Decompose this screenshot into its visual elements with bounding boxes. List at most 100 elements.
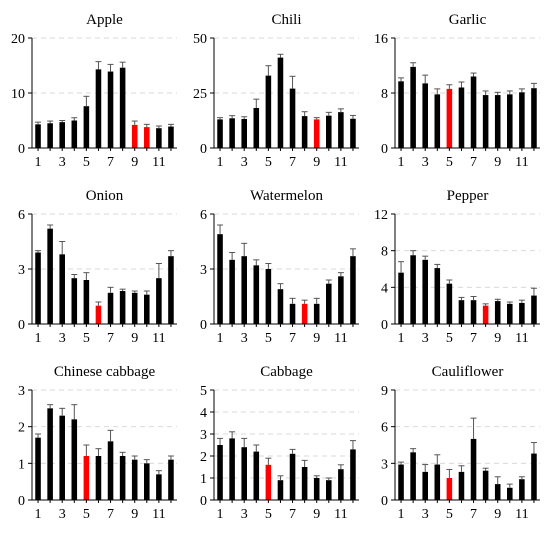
chart-title: Garlic: [449, 12, 487, 28]
bar: [446, 478, 453, 500]
y-tick-label: 3: [18, 384, 25, 399]
bar: [83, 106, 90, 148]
bar: [168, 256, 174, 324]
x-tick-label: 5: [446, 507, 453, 522]
x-tick-label: 7: [289, 155, 296, 170]
bar: [470, 76, 477, 148]
bar: [434, 268, 441, 324]
bar: [107, 292, 114, 324]
bar: [229, 259, 235, 324]
bar: [446, 88, 453, 148]
chart-panel: Onion 0 3 6 1 3 5 7 9 11: [18, 188, 177, 346]
bar: [119, 456, 126, 500]
x-tick-label: 3: [241, 155, 248, 170]
bar: [494, 95, 501, 148]
bar: [277, 289, 284, 324]
x-tick-label: 9: [313, 507, 320, 522]
x-tick-label: 1: [398, 507, 405, 522]
x-tick-label: 3: [241, 331, 248, 346]
bar: [519, 92, 525, 148]
x-tick-label: 11: [515, 331, 528, 346]
x-tick-label: 5: [83, 507, 90, 522]
x-tick-label: 5: [265, 331, 272, 346]
bar: [253, 265, 260, 324]
y-tick-label: 20: [11, 32, 25, 47]
bar: [531, 453, 537, 500]
bar: [241, 118, 247, 148]
bar: [301, 116, 308, 148]
x-tick-label: 5: [83, 155, 90, 170]
bar: [531, 295, 537, 324]
y-tick-label: 0: [381, 318, 388, 333]
y-tick-label: 12: [374, 208, 388, 223]
bar: [47, 123, 53, 148]
x-tick-label: 7: [107, 507, 114, 522]
bar: [398, 464, 404, 500]
bar: [217, 234, 223, 324]
bar: [507, 487, 513, 500]
bar: [265, 75, 272, 148]
y-tick-label: 9: [381, 384, 388, 399]
x-tick-label: 5: [446, 155, 453, 170]
bar: [313, 119, 320, 148]
bar: [265, 464, 272, 500]
bar: [95, 305, 102, 324]
x-tick-label: 5: [83, 331, 90, 346]
bar: [119, 291, 126, 324]
x-tick-label: 9: [494, 507, 501, 522]
bar: [338, 276, 344, 324]
bar: [313, 303, 320, 324]
bar: [301, 303, 308, 324]
x-tick-label: 7: [470, 507, 477, 522]
bar: [350, 118, 356, 148]
bar: [434, 94, 441, 148]
x-tick-label: 1: [217, 331, 224, 346]
bar: [326, 115, 332, 148]
bar: [277, 480, 284, 500]
x-tick-label: 9: [131, 331, 138, 346]
bar: [156, 474, 162, 500]
bar: [422, 83, 428, 148]
x-tick-label: 1: [35, 507, 42, 522]
y-tick-label: 0: [200, 494, 207, 509]
y-tick-label: 5: [200, 384, 207, 399]
bar: [59, 254, 65, 324]
x-tick-label: 11: [334, 507, 347, 522]
x-tick-label: 11: [152, 331, 165, 346]
x-tick-label: 1: [217, 155, 224, 170]
bar: [217, 119, 223, 148]
x-tick-label: 7: [289, 331, 296, 346]
chart-panel: Chili 0 25 50 1 3 5 7 9 11: [193, 12, 359, 170]
chart-title: Chili: [271, 12, 301, 28]
bar: [289, 88, 296, 148]
bar: [482, 95, 489, 148]
x-tick-label: 3: [422, 155, 429, 170]
bar: [229, 118, 235, 148]
y-tick-label: 2: [200, 450, 207, 465]
bar: [107, 441, 114, 500]
bar: [131, 459, 138, 500]
x-tick-label: 9: [131, 155, 138, 170]
y-tick-label: 8: [381, 245, 388, 260]
y-tick-label: 8: [381, 87, 388, 102]
chart-panel: Garlic 0 8 16 1 3 5 7 9 11: [374, 12, 540, 170]
bar: [144, 463, 150, 500]
y-tick-label: 6: [200, 208, 207, 223]
bar: [458, 87, 465, 148]
x-tick-label: 11: [152, 155, 165, 170]
chart-panel: Apple 0 10 20 1 3 5 7 9 11: [11, 12, 177, 170]
chart-title: Pepper: [447, 188, 489, 204]
y-tick-label: 1: [18, 457, 25, 472]
x-tick-label: 1: [398, 155, 405, 170]
y-tick-label: 25: [193, 87, 207, 102]
x-tick-label: 3: [59, 507, 66, 522]
bar: [326, 283, 332, 324]
x-tick-label: 1: [398, 331, 405, 346]
x-tick-label: 11: [515, 155, 528, 170]
bar: [446, 283, 453, 324]
bar: [398, 272, 404, 324]
x-tick-label: 11: [334, 331, 347, 346]
bar: [301, 467, 308, 500]
x-tick-label: 1: [35, 155, 42, 170]
